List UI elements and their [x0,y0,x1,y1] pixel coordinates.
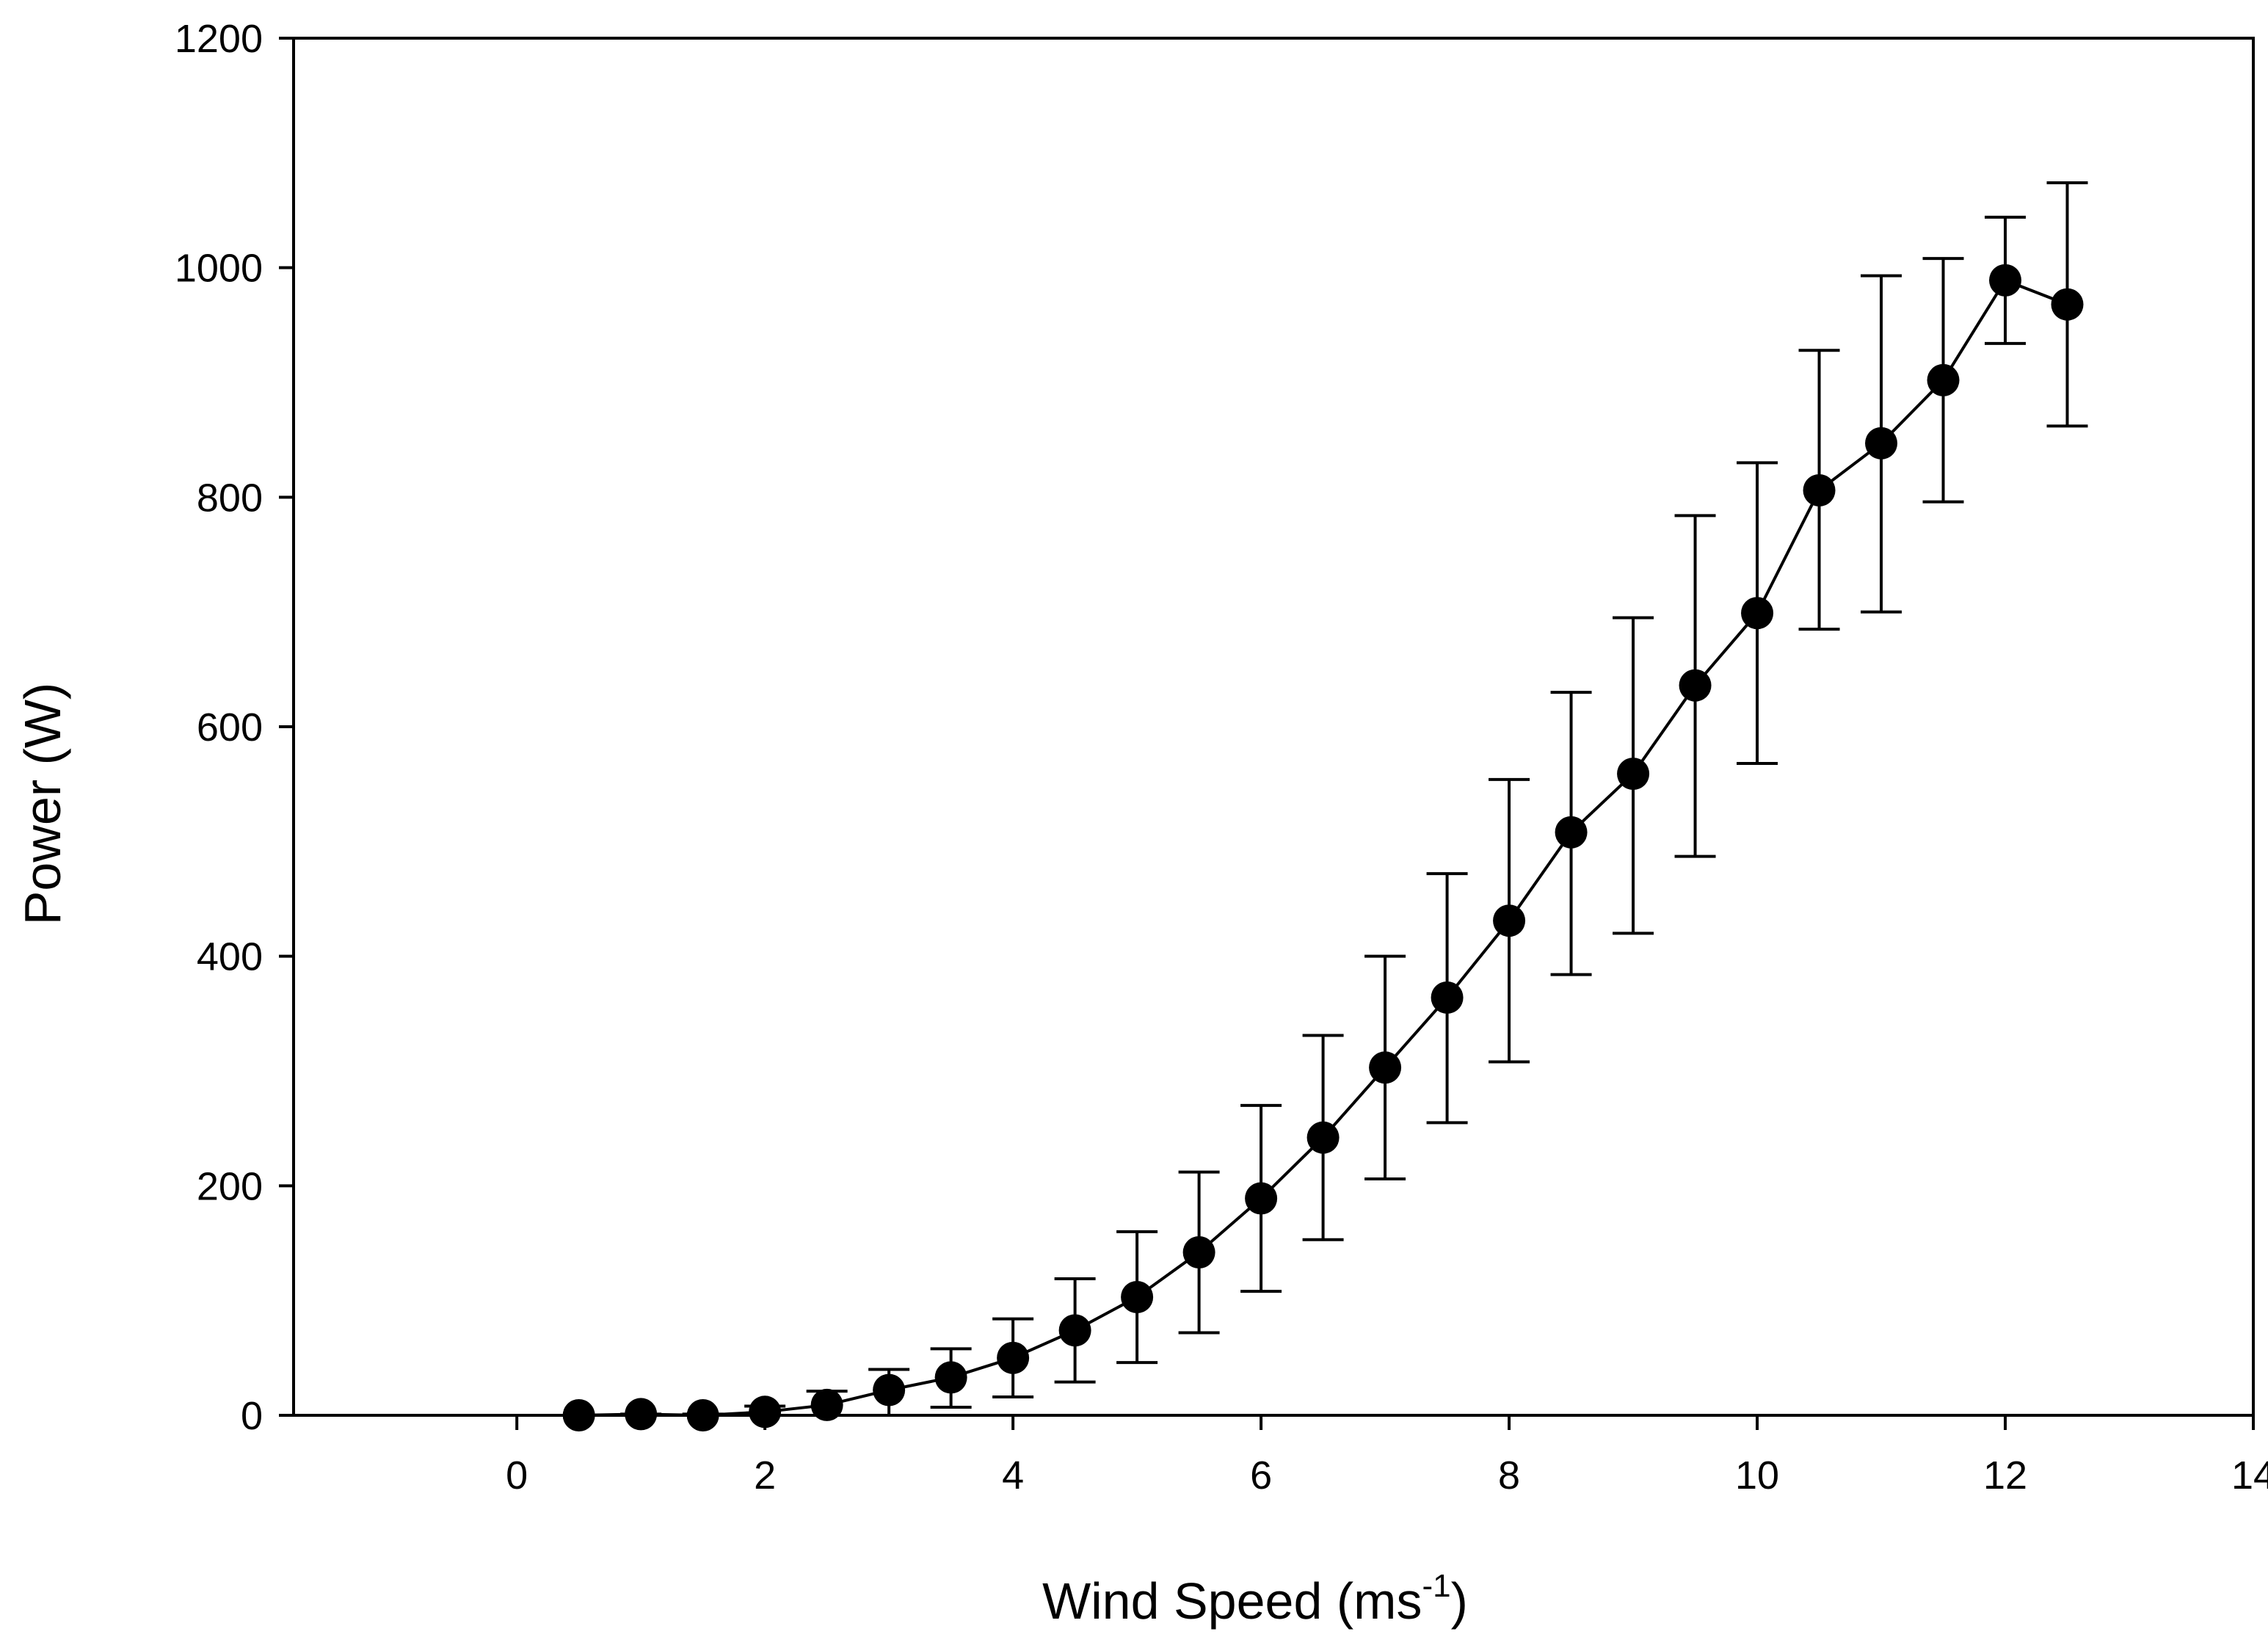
data-point [1617,758,1650,791]
data-point [1245,1182,1278,1215]
data-point [1431,981,1464,1014]
data-point [1121,1280,1154,1313]
y-tick-label: 600 [197,705,263,749]
data-point [1306,1121,1340,1154]
y-tick-label: 1200 [175,17,263,61]
data-point [934,1361,967,1394]
data-point [1493,904,1526,937]
data-point [562,1399,595,1431]
data-point [1369,1051,1402,1084]
y-tick-label: 800 [197,476,263,520]
y-tick-label: 1000 [175,247,263,291]
x-tick-label: 8 [1498,1453,1520,1498]
data-point [625,1398,658,1431]
x-tick-label: 6 [1250,1453,1272,1498]
data-point [2051,288,2084,321]
data-point [686,1399,719,1431]
y-tick-label: 200 [197,1164,263,1208]
x-tick-label: 0 [506,1453,528,1498]
x-axis-title-text: Wind Speed (ms [1042,1572,1422,1630]
data-point [1182,1236,1215,1269]
y-axis-title: Power (W) [14,683,71,926]
x-tick-label: 14 [2231,1453,2268,1498]
x-tick-label: 4 [1002,1453,1024,1498]
x-tick-label: 12 [1983,1453,2027,1498]
x-axis-title-suffix: ) [1451,1572,1468,1630]
y-tick-label: 0 [241,1394,263,1438]
data-point [1741,597,1774,630]
data-point [1803,473,1836,507]
x-axis-title: Wind Speed (ms-1) [1042,1568,1468,1630]
data-point [997,1341,1030,1374]
y-tick-label: 400 [197,935,263,979]
data-point [1927,363,1960,396]
data-point [1865,426,1898,460]
data-point [1679,669,1712,702]
data-point [1058,1314,1091,1347]
data-point [873,1373,906,1406]
x-tick-label: 2 [754,1453,776,1498]
data-point [810,1388,843,1421]
data-point [1555,816,1588,849]
data-point [1989,264,2022,297]
x-tick-label: 10 [1735,1453,1779,1498]
x-axis-title-superscript: -1 [1422,1568,1450,1604]
data-point [749,1395,782,1429]
